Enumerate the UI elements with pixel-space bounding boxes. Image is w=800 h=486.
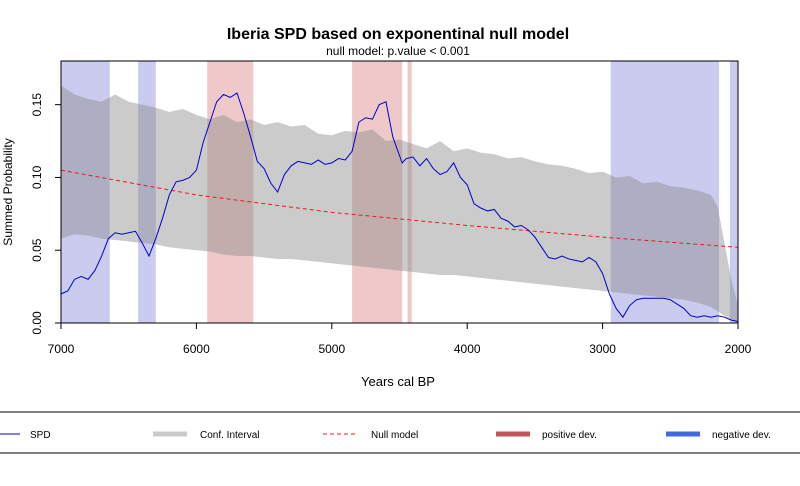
negative-deviation-band-3 — [610, 61, 720, 323]
legend-label-spd: SPD — [30, 430, 51, 441]
x-tick-label-6000: 6000 — [183, 342, 210, 356]
x-axis: 7000 6000 5000 4000 3000 2000 — [48, 323, 752, 356]
deviation-bands — [61, 61, 738, 323]
positive-deviation-band-3 — [407, 61, 412, 323]
x-tick-label-4000: 4000 — [454, 342, 481, 356]
null-model-line — [60, 169, 739, 248]
y-tick-label-1: 0.05 — [30, 238, 44, 262]
negative-deviation-band-4 — [729, 61, 738, 323]
spd-layer — [60, 92, 739, 323]
x-tick-label-3000: 3000 — [589, 342, 616, 356]
legend-label-negative-dev: negative dev. — [712, 430, 771, 441]
confidence-interval-envelope — [61, 85, 738, 323]
null-model-layer — [60, 169, 739, 248]
x-axis-label: Years cal BP — [361, 374, 435, 389]
x-tick-label-5000: 5000 — [318, 342, 345, 356]
plot-frame — [60, 60, 739, 324]
legend: SPD Conf. Interval Null model positive d… — [0, 411, 800, 454]
y-axis: 0.00 0.05 0.10 0.15 — [30, 93, 61, 335]
x-tick-label-7000: 7000 — [48, 342, 75, 356]
legend-label-positive-dev: positive dev. — [542, 430, 597, 441]
legend-label-conf-interval: Conf. Interval — [200, 430, 259, 441]
confidence-interval-layer — [61, 85, 738, 323]
chart-title: Iberia SPD based on exponentinal null mo… — [227, 26, 569, 43]
spd-line — [60, 92, 739, 323]
x-tick-label-2000: 2000 — [725, 342, 752, 356]
positive-deviation-band-2 — [352, 61, 403, 323]
legend-label-null-model: Null model — [371, 430, 418, 441]
y-axis-label: Summed Probability — [1, 138, 15, 245]
negative-deviation-band-2 — [138, 61, 156, 323]
y-tick-label-3: 0.15 — [30, 93, 44, 117]
positive-deviation-band-1 — [207, 61, 254, 323]
y-tick-label-2: 0.10 — [30, 165, 44, 189]
y-tick-label-0: 0.00 — [30, 311, 44, 335]
chart-subtitle: null model: p.value < 0.001 — [326, 44, 470, 58]
negative-deviation-band-1 — [61, 61, 110, 323]
